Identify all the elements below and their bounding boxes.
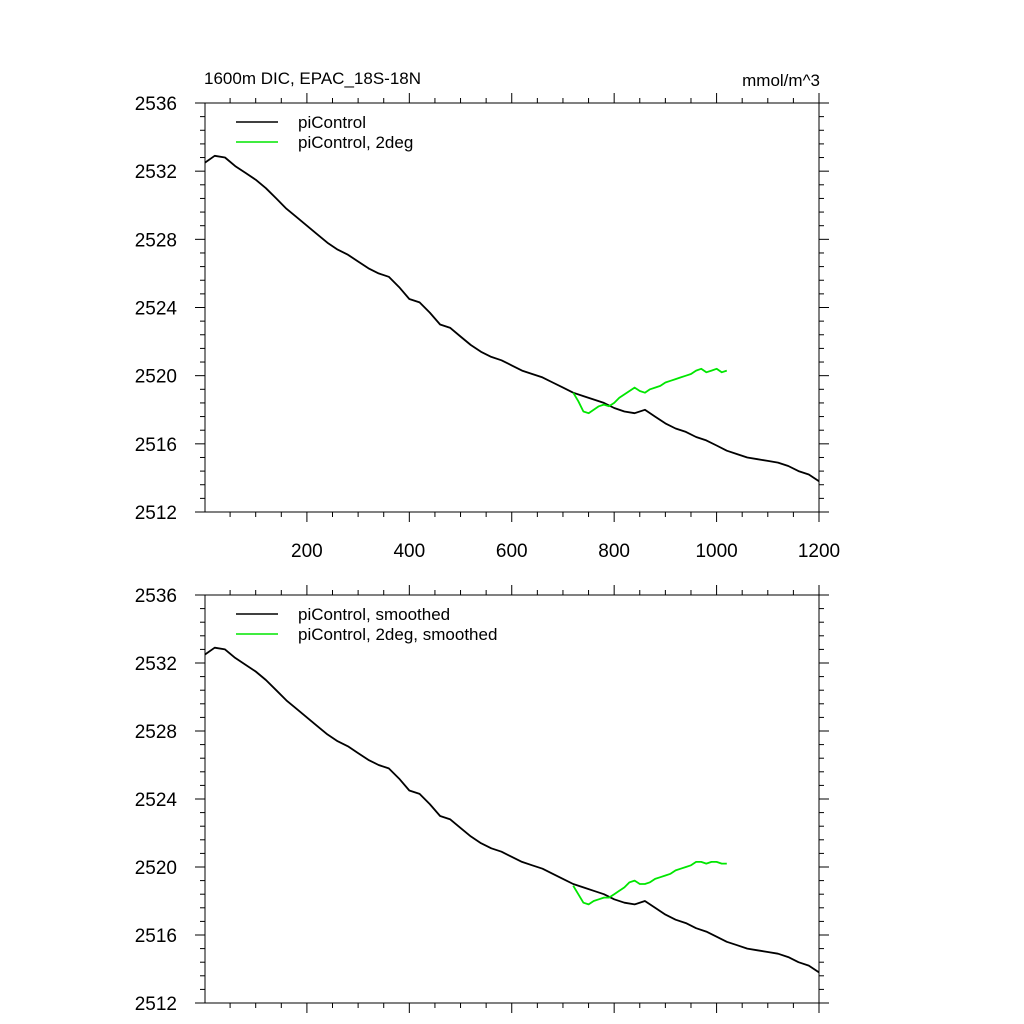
series-line-picontrol-2deg bbox=[572, 367, 728, 415]
x-tick-label: 400 bbox=[393, 541, 425, 562]
y-tick-label: 2524 bbox=[135, 790, 178, 811]
legend-label: piControl, 2deg bbox=[298, 133, 413, 152]
x-tick-label: 200 bbox=[291, 541, 323, 562]
legend-label: piControl, smoothed bbox=[298, 605, 450, 624]
bottom-panel: 2512 2516 2520 2524 2528 2532 2536 piControl, s… bbox=[135, 585, 829, 1015]
x-tick-label: 600 bbox=[496, 541, 528, 562]
y-tick-label: 2512 bbox=[135, 503, 177, 524]
y-tick-label: 2536 bbox=[135, 94, 177, 115]
y-tick-label: 2516 bbox=[135, 435, 177, 456]
series-line-picontrol bbox=[204, 646, 820, 974]
y-tick-label: 2516 bbox=[135, 926, 177, 947]
y-tick-label: 2532 bbox=[135, 162, 177, 183]
legend-label: piControl, 2deg, smoothed bbox=[298, 625, 497, 644]
x-tick-label: 800 bbox=[598, 541, 630, 562]
series-line-picontrol-2deg bbox=[572, 861, 727, 906]
top-panel: 2512 2516 2520 2524 2528 2532 2536 200 400 600 800… bbox=[135, 93, 840, 562]
y-tick-label: 2520 bbox=[135, 367, 177, 388]
legend-label: piControl bbox=[298, 113, 366, 132]
x-tick-label: 1200 bbox=[798, 541, 840, 562]
units-label: mmol/m^3 bbox=[742, 71, 820, 90]
y-tick-label: 2532 bbox=[135, 654, 177, 675]
y-tick-label: 2536 bbox=[135, 586, 177, 607]
chart-title: 1600m DIC, EPAC_18S-18N bbox=[204, 69, 421, 88]
y-tick-label: 2528 bbox=[135, 230, 177, 251]
y-tick-label: 2520 bbox=[135, 858, 177, 879]
y-tick-label: 2512 bbox=[135, 994, 177, 1015]
x-tick-label: 1000 bbox=[695, 541, 737, 562]
y-tick-label: 2524 bbox=[135, 299, 178, 320]
series-line-picontrol bbox=[204, 154, 820, 483]
y-tick-label: 2528 bbox=[135, 722, 177, 743]
